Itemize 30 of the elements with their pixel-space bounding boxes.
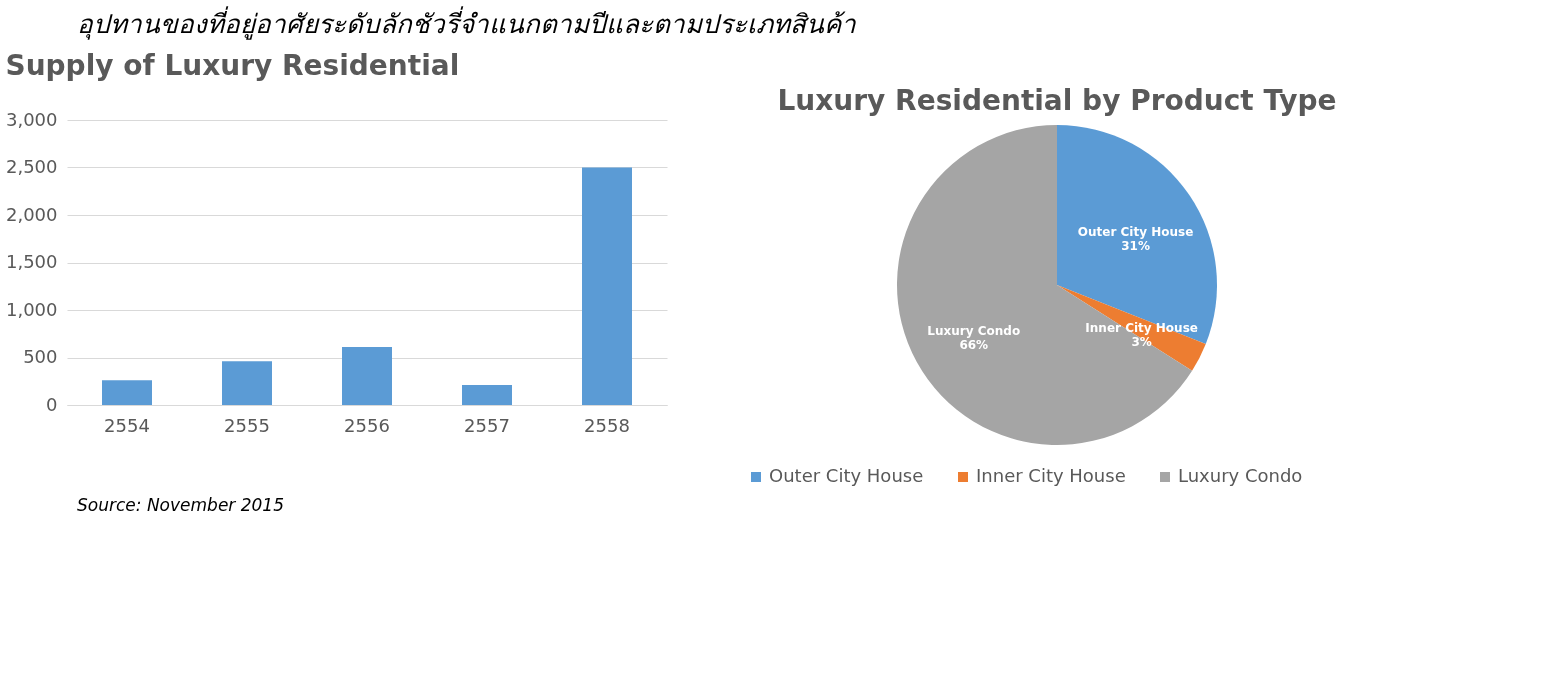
x-tick-label: 2557 bbox=[464, 414, 510, 436]
y-tick-label: 1,500 bbox=[5, 251, 58, 272]
y-tick-label: 2,000 bbox=[5, 203, 58, 225]
slice-label: Outer City House bbox=[1077, 224, 1194, 239]
legend-label: Inner City House bbox=[976, 465, 1126, 486]
x-tick-label: 2558 bbox=[584, 414, 630, 436]
text: อุปทานของที่อยู่อาศัยระดับลักชัวรี่จำแนกตามปีและตามประเภทสินค้า bbox=[77, 6, 857, 40]
y-tick-label: 3,000 bbox=[5, 108, 58, 130]
bar bbox=[462, 385, 512, 405]
y-tick-label: 500 bbox=[23, 346, 58, 367]
data-label: 31% bbox=[1121, 238, 1150, 253]
bar bbox=[582, 167, 632, 405]
slice-label: Luxury Condo bbox=[927, 323, 1021, 338]
x-tick-label: 2555 bbox=[224, 414, 270, 436]
legend-label: Outer City House bbox=[769, 465, 924, 486]
source-note: Source: November 2015 bbox=[77, 495, 284, 515]
bar bbox=[102, 380, 152, 405]
y-tick-label: 2,500 bbox=[5, 156, 58, 177]
data-label: 3% bbox=[1131, 335, 1152, 350]
x-tick-label: 2556 bbox=[344, 414, 390, 436]
bar bbox=[342, 347, 392, 405]
x-tick-label: 2554 bbox=[104, 414, 150, 436]
y-tick-label: 1,000 bbox=[5, 298, 58, 320]
chart-title: Luxury Residential by Product Type bbox=[777, 84, 1337, 117]
y-tick-label: 0 bbox=[46, 393, 58, 415]
chart-title: Supply of Luxury Residential bbox=[5, 49, 460, 82]
pie-slice bbox=[1057, 125, 1217, 344]
bar bbox=[222, 361, 272, 405]
legend-label: Luxury Condo bbox=[1178, 465, 1303, 486]
data-label: 66% bbox=[959, 337, 989, 352]
